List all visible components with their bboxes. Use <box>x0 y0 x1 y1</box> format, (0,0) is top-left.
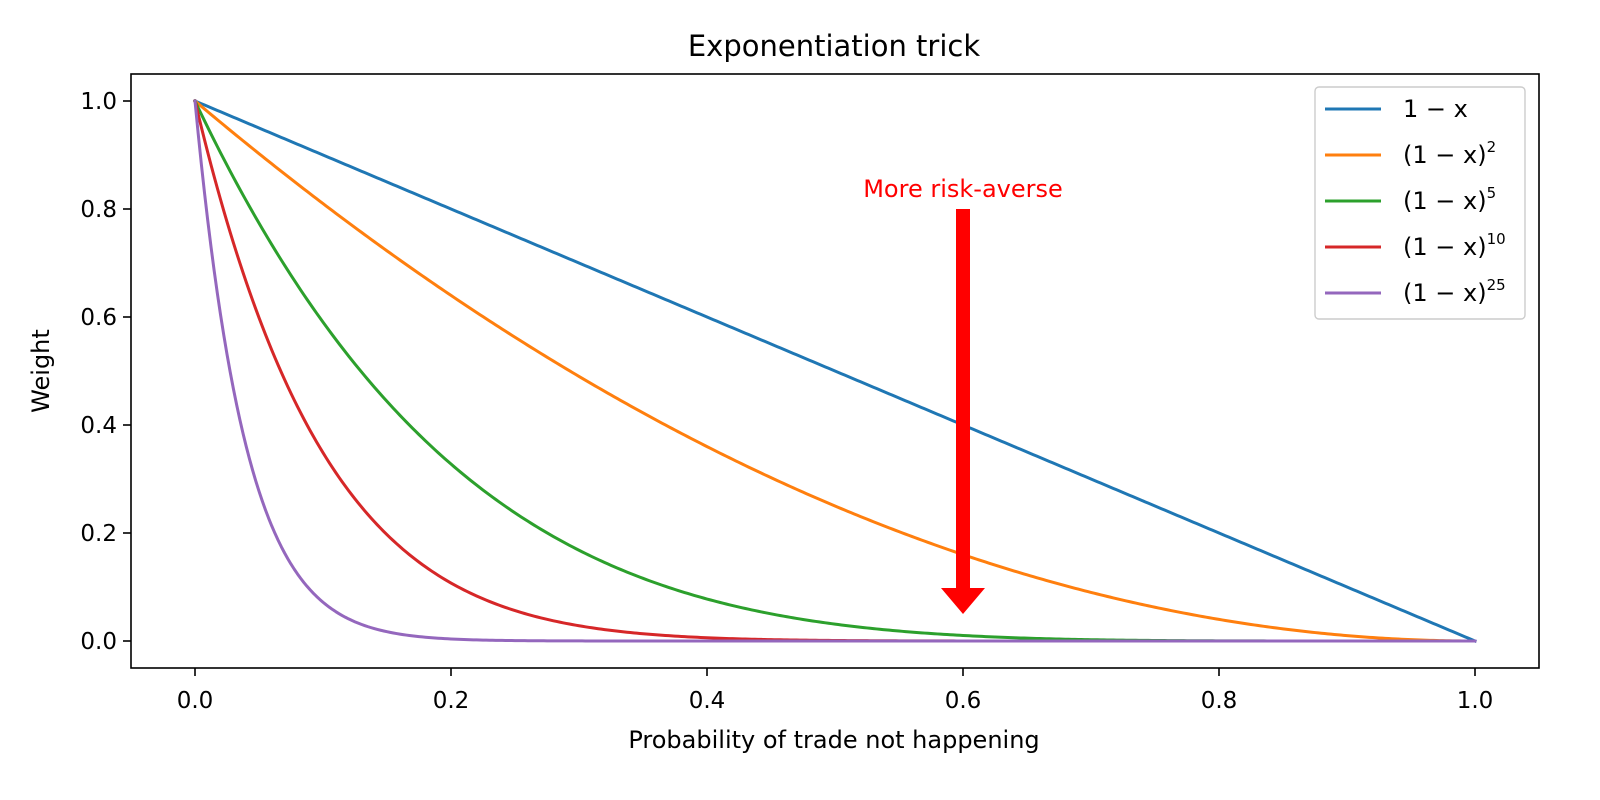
y-tick-label: 0.0 <box>80 629 117 655</box>
series-line-2 <box>192 98 1477 643</box>
y-tick-label: 0.2 <box>80 521 117 547</box>
series-line-5 <box>193 99 1477 643</box>
x-tick-label: 0.6 <box>945 688 982 714</box>
series-lines <box>192 98 1477 643</box>
legend-label-2: (1 − x)2 <box>1403 138 1496 169</box>
x-tick-label: 0.4 <box>689 688 726 714</box>
x-axis-ticks: 0.0 0.2 0.4 0.6 0.8 1.0 <box>177 668 1494 714</box>
annotation-text: More risk-averse <box>863 175 1063 203</box>
annotation-arrow-shaft <box>956 209 970 588</box>
x-tick-label: 0.2 <box>433 688 470 714</box>
x-tick-label: 0.0 <box>177 688 214 714</box>
legend-label-3: (1 − x)5 <box>1403 184 1496 215</box>
legend-label-1: 1 − x <box>1403 95 1468 123</box>
y-tick-label: 1.0 <box>80 89 117 115</box>
legend-exponent-5: 25 <box>1487 276 1506 294</box>
legend-exponent-2: 2 <box>1487 138 1497 156</box>
legend-exponent-3: 5 <box>1487 184 1497 202</box>
legend-box <box>1314 86 1526 320</box>
y-axis-label: Weight <box>27 329 55 413</box>
x-axis-label: Probability of trade not happening <box>628 726 1039 754</box>
series-line-1 <box>193 99 1477 643</box>
y-axis-ticks: 0.0 0.2 0.4 0.6 0.8 1.0 <box>80 89 131 655</box>
legend: 1 − x(1 − x)2(1 − x)5(1 − x)10(1 − x)25 <box>1314 86 1526 320</box>
x-tick-label: 1.0 <box>1457 688 1494 714</box>
chart-title: Exponentiation trick <box>688 29 981 63</box>
y-tick-label: 0.6 <box>80 305 117 331</box>
annotation: More risk-averse <box>863 175 1063 614</box>
legend-label-5: (1 − x)25 <box>1403 276 1506 307</box>
plot-frame <box>130 73 1540 669</box>
annotation-arrow-head <box>941 588 985 614</box>
y-tick-label: 0.8 <box>80 197 117 223</box>
y-tick-label: 0.4 <box>80 413 117 439</box>
x-tick-label: 0.8 <box>1201 688 1238 714</box>
legend-exponent-4: 10 <box>1487 230 1506 248</box>
